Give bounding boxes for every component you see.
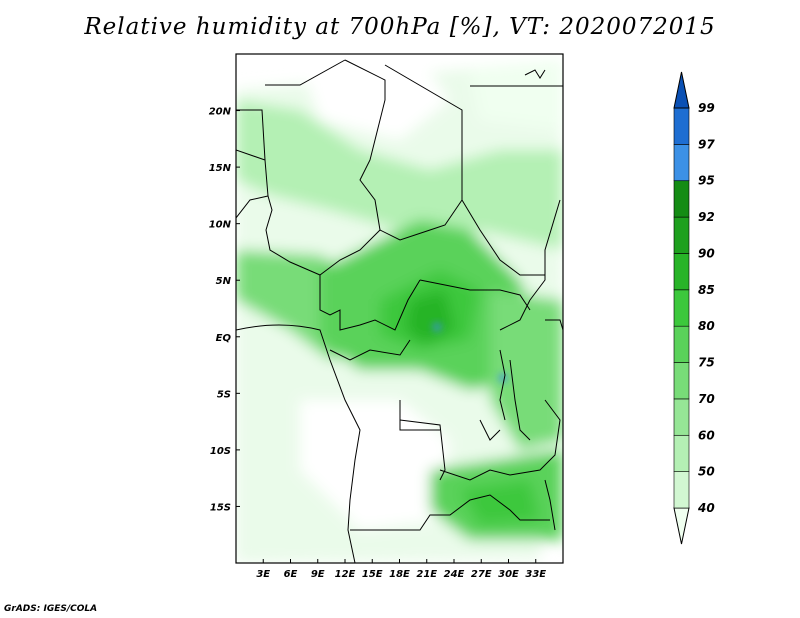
colorbar-label: 40: [697, 501, 715, 515]
colorbar-segment: [673, 107, 690, 145]
y-tick-label: 5S: [217, 389, 231, 400]
x-tick-label: 33E: [525, 569, 546, 580]
colorbar-label: 50: [698, 465, 715, 479]
x-tick-label: 24E: [444, 569, 465, 580]
colorbar-label: 75: [698, 356, 715, 370]
y-tick-label: 10N: [209, 220, 232, 231]
x-axis-ticks: 3E 6E 9E 12E 15E 18E 21E 24E 27E 30E 33E: [256, 559, 546, 580]
x-tick-label: 6E: [284, 569, 298, 580]
colorbar-lower-arrow: [673, 507, 690, 545]
y-tick-label: 15S: [210, 502, 231, 513]
y-axis-ticks: 20N 15N 10N 5N EQ 5S 10S 15S: [209, 107, 240, 513]
map-title: Relative humidity at 700hPa [%], VT: 202…: [84, 14, 716, 40]
colorbar-upper-arrow: [673, 71, 690, 109]
colorbar-segment: [673, 434, 690, 472]
colorbar-segment: [673, 325, 690, 363]
x-tick-label: 3E: [256, 569, 270, 580]
colorbar-segment: [673, 253, 690, 291]
y-tick-label: 5N: [216, 276, 232, 287]
colorbar-segment: [673, 216, 690, 254]
colorbar-segment: [673, 144, 690, 182]
colorbar-segment: [673, 471, 690, 509]
x-tick-label: 12E: [335, 569, 356, 580]
x-tick-label: 27E: [471, 569, 492, 580]
x-tick-label: 30E: [498, 569, 519, 580]
colorbar-segment: [673, 362, 690, 400]
x-tick-label: 15E: [362, 569, 383, 580]
colorbar-label: 99: [698, 101, 715, 115]
colorbar-label: 85: [698, 283, 715, 297]
colorbar-label: 80: [698, 319, 715, 333]
colorbar-segment: [673, 180, 690, 218]
y-tick-label: 20N: [209, 107, 232, 118]
y-tick-label: 10S: [210, 446, 231, 457]
colorbar-label: 92: [698, 210, 715, 224]
colorbar-label: 70: [698, 392, 715, 406]
x-tick-label: 9E: [311, 569, 325, 580]
y-tick-label: EQ: [216, 333, 232, 344]
colorbar-label: 90: [698, 246, 715, 260]
x-tick-label: 18E: [389, 569, 410, 580]
colorbar-label: 95: [698, 174, 715, 188]
y-tick-label: 15N: [209, 163, 232, 174]
humidity-field: [236, 54, 563, 563]
colorbar-segment: [673, 398, 690, 436]
credit-label: GrADS: IGES/COLA: [4, 604, 98, 614]
country-borders: [236, 59, 563, 563]
colorbar-label: 60: [698, 428, 715, 442]
colorbar: 40 50 60 70 75 80 85 90 92 95 97 99: [673, 71, 715, 545]
colorbar-segment: [673, 289, 690, 327]
x-tick-label: 21E: [416, 569, 437, 580]
colorbar-label: 97: [698, 137, 715, 151]
